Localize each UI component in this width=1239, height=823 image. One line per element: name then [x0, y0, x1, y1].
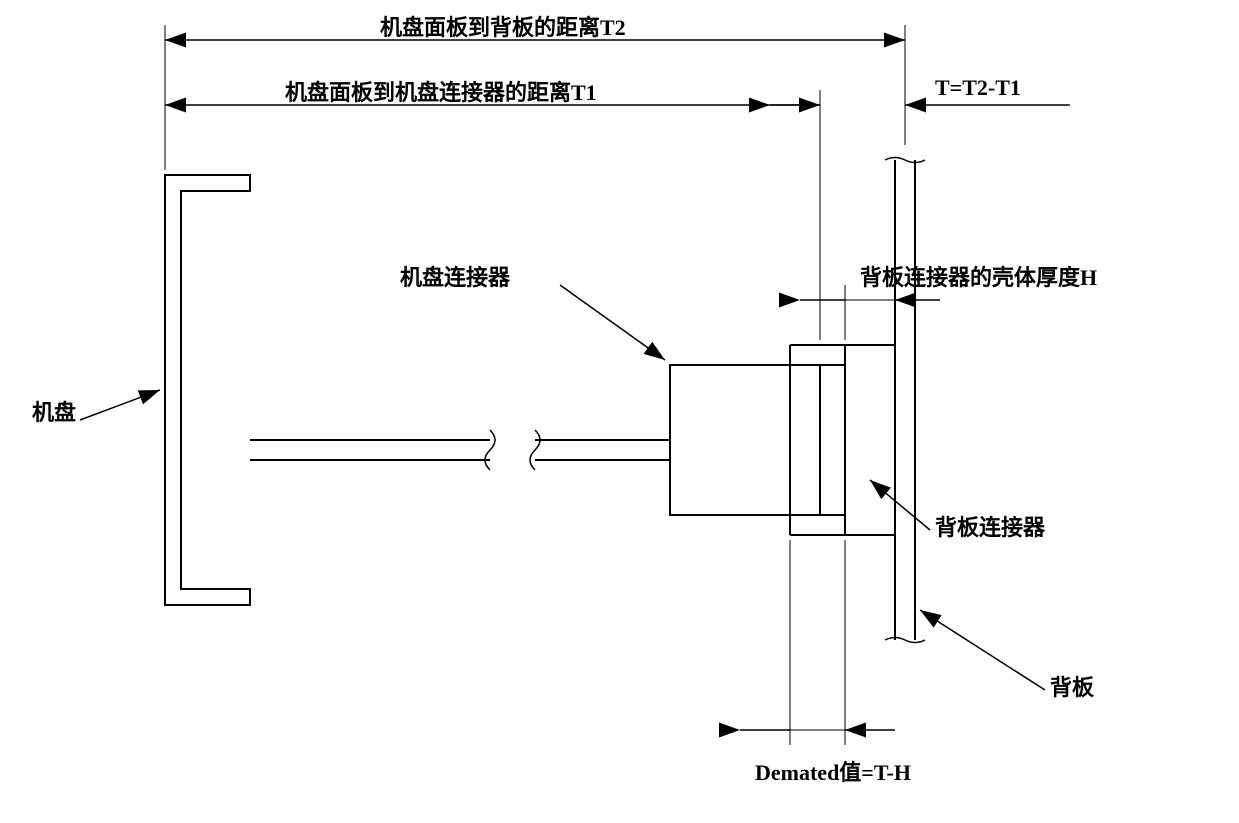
pcb-board: [250, 430, 670, 470]
machine-connector: [670, 365, 790, 515]
demated-label: Demated值=T-H: [755, 755, 911, 787]
t1-label: 机盘面板到机盘连接器的距离T1: [285, 75, 597, 107]
bp-thickness-label: 背板连接器的壳体厚度H: [860, 260, 1097, 292]
t2-label: 机盘面板到背板的距离T2: [380, 10, 626, 42]
machine-disk-label: 机盘: [32, 395, 76, 427]
backplane: [885, 158, 925, 643]
backplane-label: 背板: [1050, 670, 1094, 702]
backplane-connector: [790, 345, 895, 535]
c-bracket: [165, 175, 250, 605]
t-formula-label: T=T2-T1: [935, 75, 1021, 101]
bp-connector-label: 背板连接器: [935, 510, 1045, 542]
dimension-demated: [740, 540, 895, 745]
dimension-t1: [165, 90, 820, 340]
dimension-h: [800, 285, 940, 340]
leaders: [80, 285, 1045, 690]
machine-connector-label: 机盘连接器: [400, 260, 510, 292]
